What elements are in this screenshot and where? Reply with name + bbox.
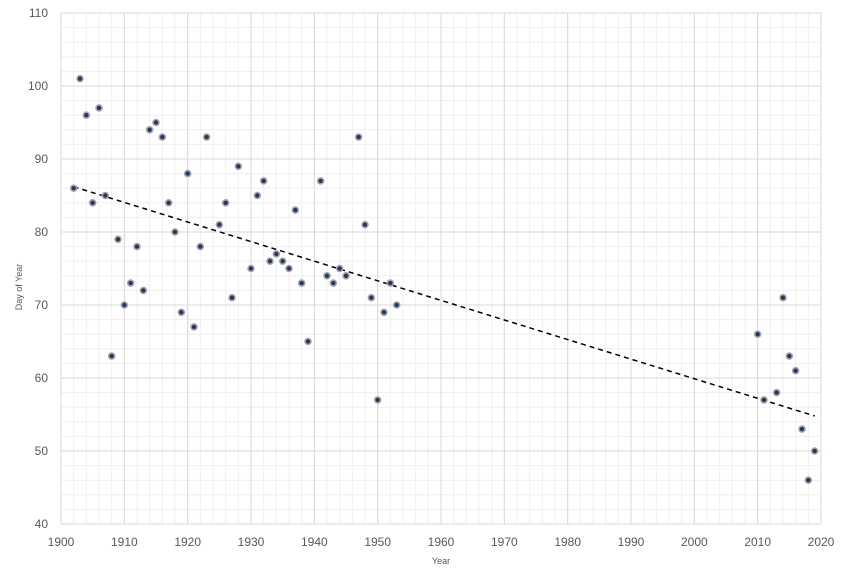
data-point — [120, 301, 129, 309]
data-point — [76, 74, 84, 83]
data-point — [158, 133, 167, 141]
data-point — [139, 286, 148, 295]
data-point — [304, 337, 312, 346]
data-point — [171, 228, 179, 236]
data-point — [791, 366, 800, 375]
data-point — [133, 242, 141, 251]
y-tick-label: 40 — [35, 517, 49, 531]
data-point — [247, 264, 255, 273]
data-point — [361, 220, 369, 229]
data-point — [95, 104, 103, 112]
data-point — [107, 352, 116, 360]
x-tick-label: 1920 — [174, 535, 201, 549]
data-point — [367, 293, 376, 302]
x-tick-label: 1980 — [554, 535, 581, 549]
data-point — [323, 271, 331, 280]
data-point — [779, 293, 787, 302]
linear-trendline — [73, 186, 815, 417]
data-point — [785, 352, 794, 360]
data-point — [101, 191, 110, 200]
y-tick-label: 100 — [28, 79, 48, 93]
data-point — [164, 199, 173, 207]
x-tick-label: 2010 — [744, 535, 771, 549]
y-tick-label: 50 — [35, 444, 49, 458]
x-tick-label: 1960 — [428, 535, 455, 549]
data-point — [278, 257, 287, 266]
data-point — [329, 279, 338, 287]
data-point — [272, 250, 281, 258]
x-axis-title: Year — [432, 556, 450, 566]
x-tick-label: 2000 — [681, 535, 708, 549]
data-point — [373, 396, 382, 404]
data-point — [234, 162, 243, 171]
data-point — [228, 293, 236, 302]
x-tick-label: 1970 — [491, 535, 518, 549]
data-point — [196, 242, 205, 251]
y-tick-label: 90 — [35, 152, 49, 166]
x-tick-label: 1900 — [48, 535, 75, 549]
data-point — [253, 191, 262, 200]
data-points-layer — [69, 74, 819, 485]
data-point — [266, 257, 274, 266]
data-point — [804, 476, 813, 485]
y-axis-tick-labels: 40 50 60 70 80 90 100 110 — [28, 6, 48, 531]
data-point — [114, 235, 122, 244]
x-tick-label: 1950 — [364, 535, 391, 549]
x-axis-tick-labels: 1900 1910 1920 1930 1940 1950 1960 1970 1980 1990… — [48, 535, 835, 549]
data-point — [354, 133, 363, 141]
data-point — [291, 206, 300, 214]
data-point — [221, 199, 230, 207]
data-point — [259, 177, 268, 185]
x-tick-label: 2020 — [808, 535, 835, 549]
data-point — [753, 330, 762, 339]
y-tick-label: 70 — [35, 298, 49, 312]
data-point — [392, 301, 401, 309]
x-tick-label: 1940 — [301, 535, 328, 549]
y-tick-label: 110 — [29, 6, 48, 20]
data-point — [342, 271, 350, 280]
trendline-layer — [73, 186, 815, 417]
data-point — [810, 447, 819, 455]
data-point — [88, 199, 97, 207]
data-point — [183, 169, 192, 178]
data-point — [380, 308, 388, 317]
data-point — [202, 133, 211, 141]
data-point — [152, 118, 160, 127]
data-point — [798, 425, 806, 433]
data-point — [335, 264, 344, 273]
x-tick-label: 1930 — [238, 535, 265, 549]
y-tick-label: 80 — [35, 225, 49, 239]
x-tick-label: 1990 — [618, 535, 645, 549]
x-tick-label: 1910 — [111, 535, 138, 549]
data-point — [215, 220, 224, 229]
y-tick-label: 60 — [35, 371, 49, 385]
data-point — [82, 111, 91, 119]
y-axis-title: Day of Year — [14, 264, 24, 311]
data-point — [297, 279, 306, 287]
data-point — [145, 126, 154, 134]
data-point — [190, 323, 198, 331]
data-point — [177, 308, 186, 317]
data-point — [126, 279, 135, 287]
data-point — [69, 184, 78, 192]
data-point — [386, 279, 395, 287]
data-point — [285, 264, 293, 273]
data-point — [760, 396, 768, 404]
data-point — [772, 388, 781, 397]
data-point — [316, 177, 325, 185]
